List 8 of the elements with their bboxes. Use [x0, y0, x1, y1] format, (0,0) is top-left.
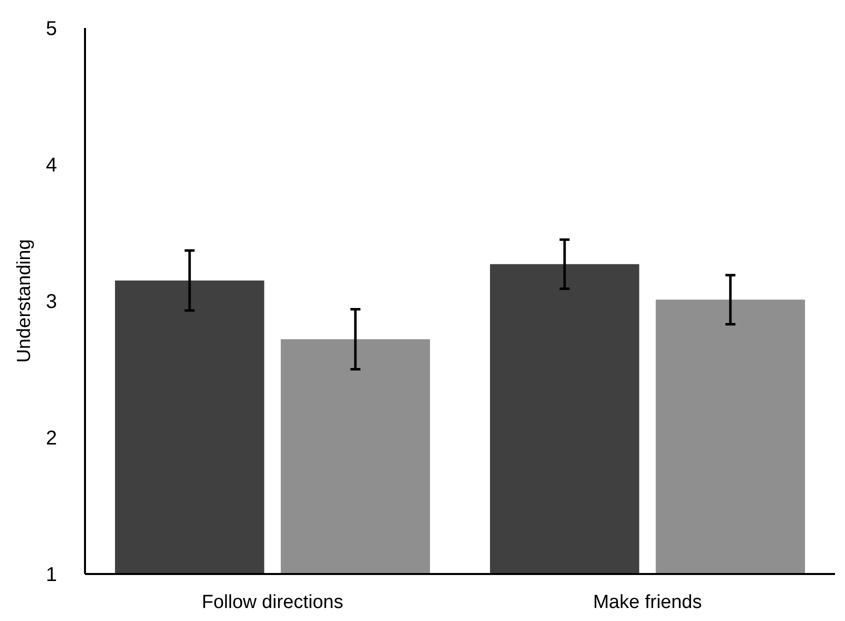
y-tick-label: 4 [46, 154, 57, 176]
y-tick-label: 5 [46, 18, 57, 40]
y-tick-label: 3 [46, 291, 57, 313]
x-tick-label: Follow directions [202, 592, 344, 613]
y-tick-label: 1 [46, 564, 57, 586]
y-tick-label: 2 [46, 428, 57, 450]
y-axis-title: Understanding [14, 239, 35, 363]
x-tick-label: Make friends [593, 592, 702, 613]
